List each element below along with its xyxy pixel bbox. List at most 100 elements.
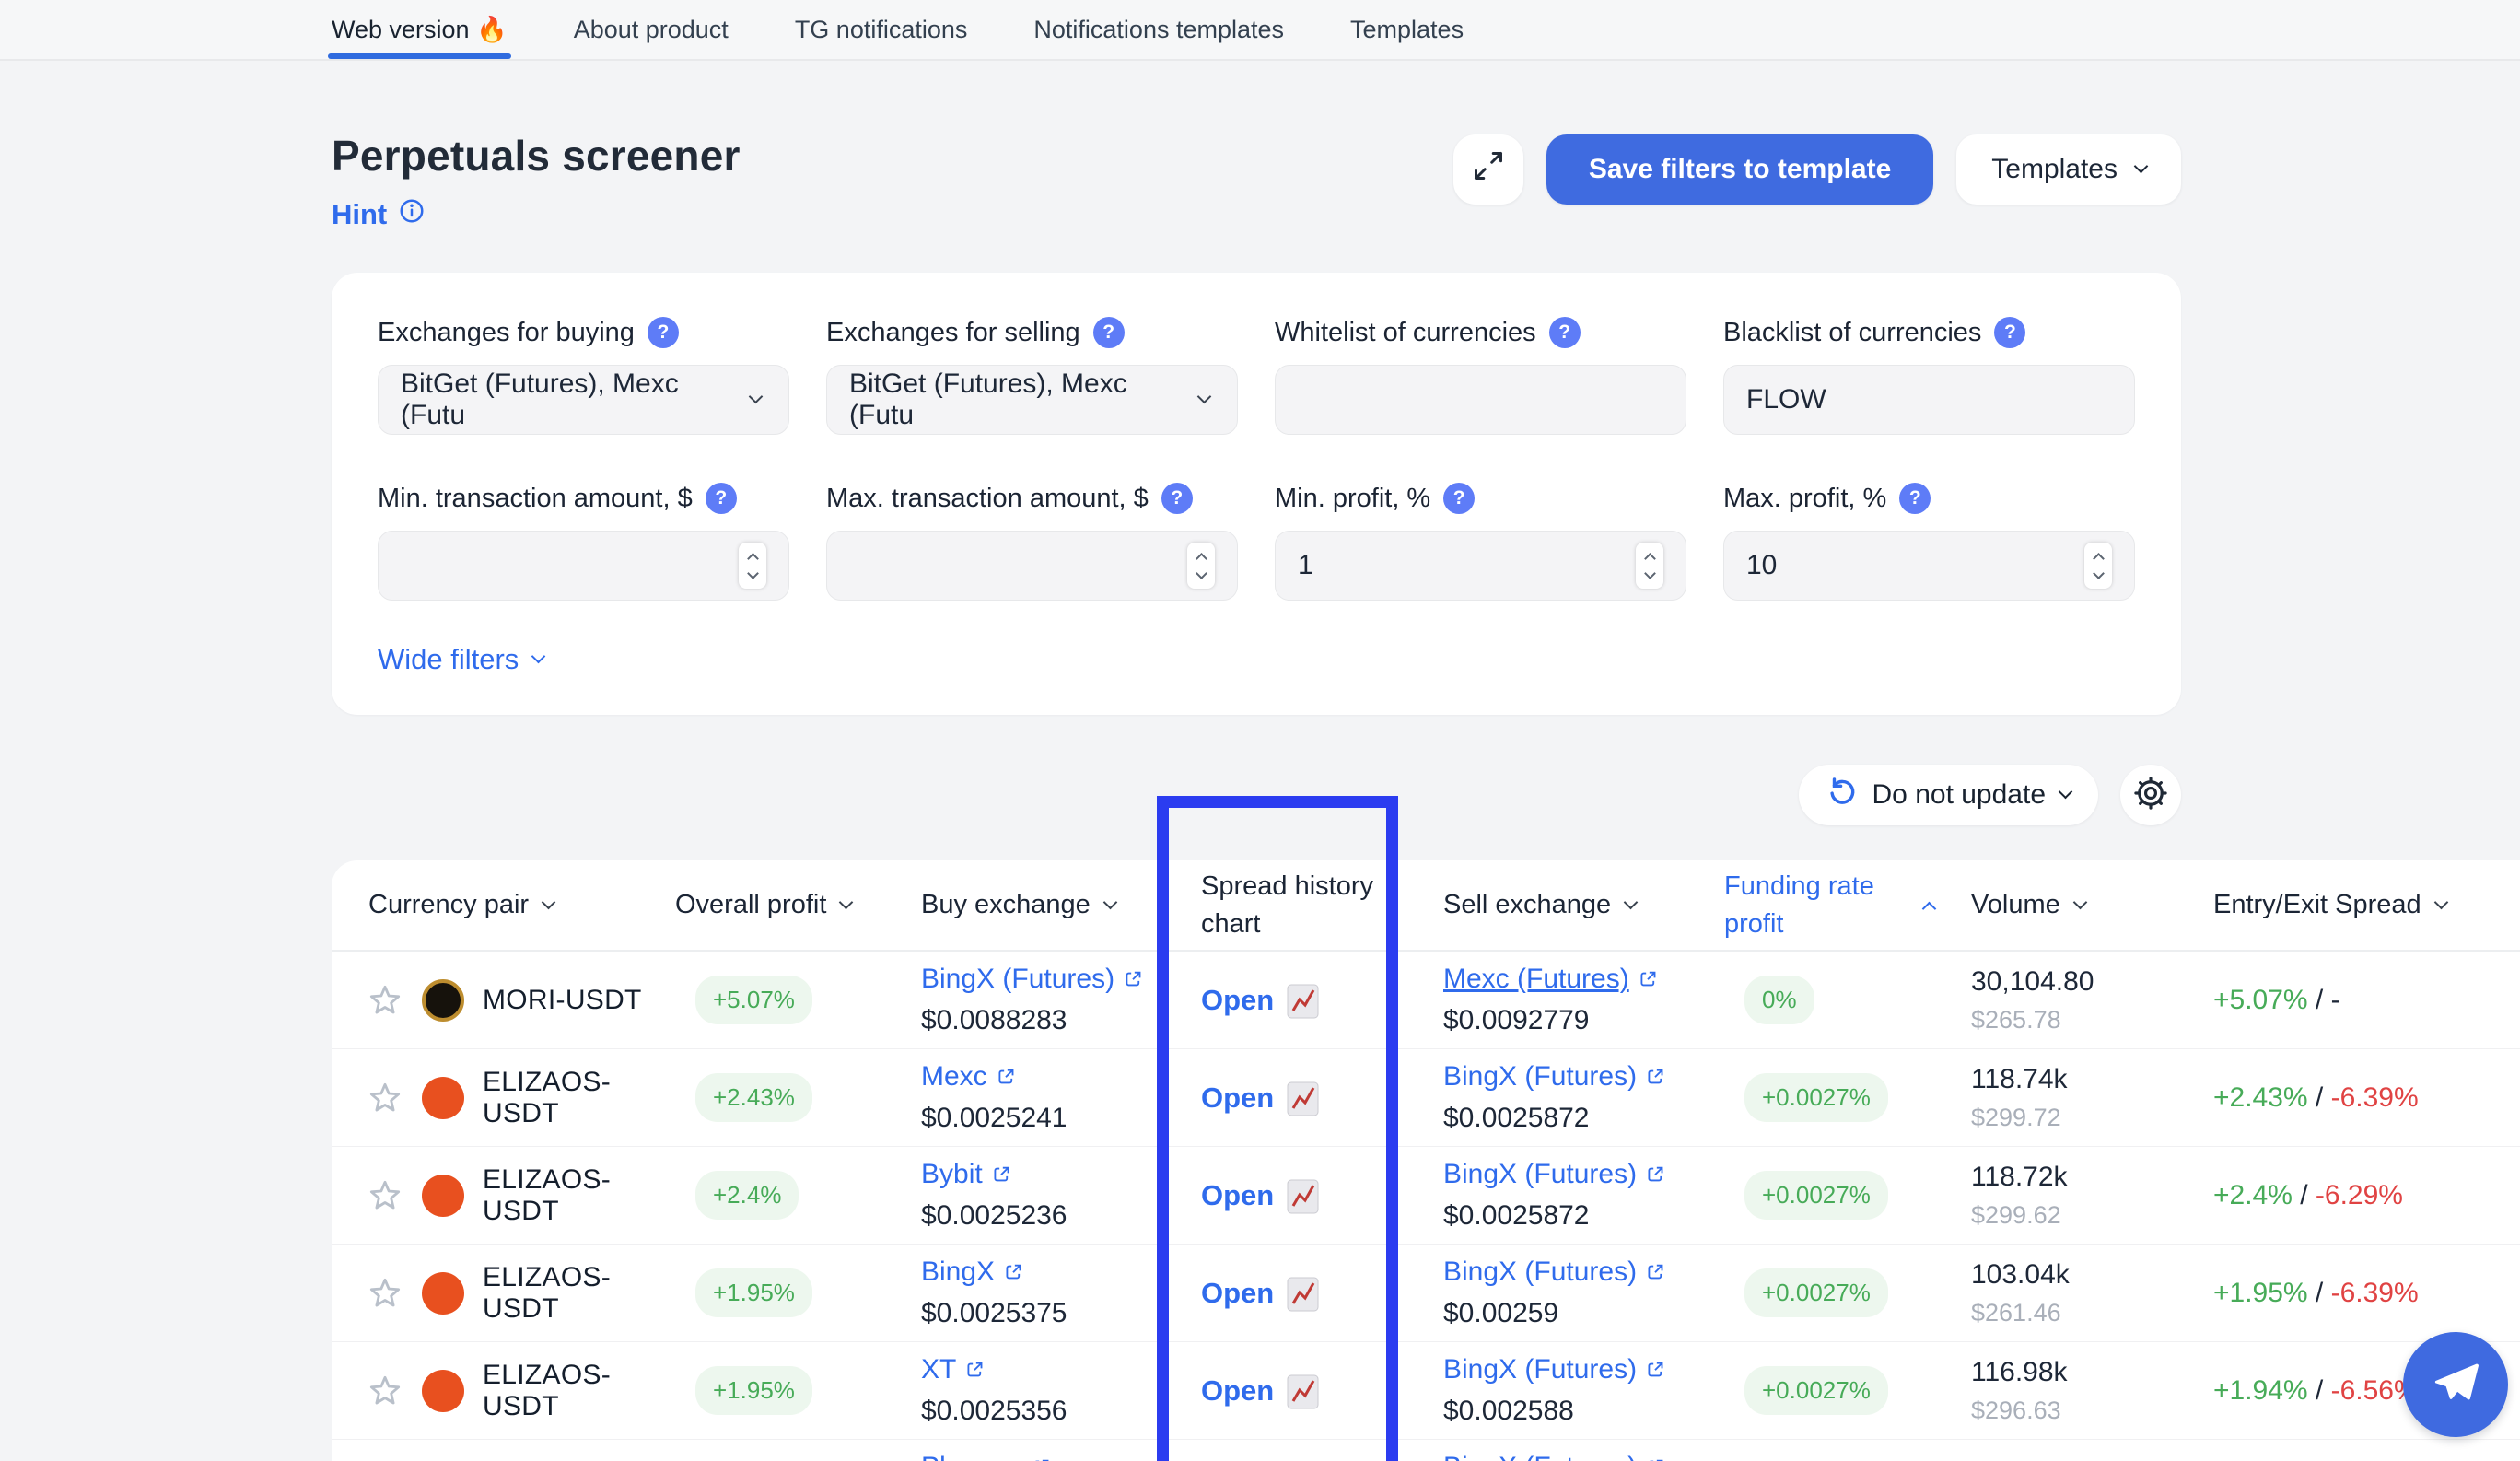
spread-chart-cell: Open [1201, 1275, 1443, 1312]
hint-label: Hint [332, 198, 388, 230]
sell-exchange-cell: BingX (Futures) $0.002588 [1443, 1354, 1724, 1427]
pair-label: ELIZAOS-USDT [483, 1457, 675, 1461]
filter-field-label-row: Blacklist of currencies [1723, 317, 2135, 348]
currency-pair-cell: ELIZAOS-USDT [332, 1164, 675, 1227]
hint-link[interactable]: Hint [332, 197, 426, 232]
funding-rate-badge: +0.0027% [1744, 1073, 1888, 1122]
number-stepper[interactable] [2084, 543, 2112, 589]
volume-usd: $299.72 [1971, 1103, 2061, 1131]
filter-input[interactable]: BitGet (Futures), Mexc (Futu [826, 365, 1238, 435]
header-actions: Save filters to template Templates [1452, 134, 2181, 205]
templates-button[interactable]: Templates [1956, 134, 2181, 205]
buy-exchange-cell: XT $0.0025356 [921, 1354, 1201, 1427]
favorite-star-icon[interactable] [367, 1373, 403, 1409]
buy-exchange-link[interactable]: Mexc [921, 1061, 1016, 1093]
favorite-star-icon[interactable] [367, 982, 403, 1019]
filter-input[interactable]: 10 [1723, 531, 2135, 601]
number-stepper[interactable] [739, 543, 766, 589]
pair-label: ELIZAOS-USDT [483, 1359, 612, 1421]
nav-tab[interactable]: Web version 🔥 [328, 0, 511, 59]
chevron-down-icon [748, 389, 764, 404]
buy-price: $0.0025236 [921, 1200, 1068, 1231]
open-chart-link[interactable]: Open [1201, 1080, 1443, 1116]
coin-icon [422, 978, 464, 1022]
nav-tab-label: About product [573, 15, 729, 43]
external-link-icon [1648, 1264, 1663, 1280]
number-stepper[interactable] [1636, 543, 1663, 589]
sell-exchange-link[interactable]: BingX (Futures) [1443, 1452, 1665, 1461]
buy-price: $0.0025241 [921, 1103, 1068, 1133]
overall-profit-cell: +1.95% [675, 1268, 921, 1317]
gear-icon [2131, 774, 2170, 817]
question-icon[interactable] [1443, 483, 1476, 514]
question-icon[interactable] [647, 317, 679, 348]
overall-profit-badge: +2.43% [695, 1073, 812, 1122]
question-icon[interactable] [1994, 317, 2026, 348]
volume-value: 116.98k [1971, 1356, 2068, 1387]
volume-value: 30,104.80 [1971, 965, 2094, 997]
buy-exchange-link[interactable]: Bybit [921, 1159, 1011, 1190]
column-overall-profit[interactable]: Overall profit [675, 890, 921, 920]
entry-spread: +1.94% [2213, 1374, 2308, 1406]
buy-exchange-link[interactable]: BingX (Futures) [921, 964, 1143, 995]
column-spread-history-chart: Spread history chart [1201, 871, 1373, 939]
favorite-star-icon[interactable] [367, 1080, 403, 1116]
volume-value: 118.72k [1971, 1161, 2068, 1192]
buy-exchange-link[interactable]: XT [921, 1354, 985, 1385]
filter-input[interactable]: BitGet (Futures), Mexc (Futu [378, 365, 789, 435]
expand-button[interactable] [1452, 134, 1523, 205]
filter-input[interactable] [826, 531, 1238, 601]
sell-exchange-link[interactable]: BingX (Futures) [1443, 1256, 1665, 1288]
filter-input[interactable] [378, 531, 789, 601]
buy-exchange-link[interactable]: Phemex [921, 1452, 1051, 1461]
volume-usd: $261.46 [1971, 1298, 2061, 1327]
column-sell-exchange[interactable]: Sell exchange [1443, 890, 1724, 920]
update-mode-dropdown[interactable]: Do not update [1798, 765, 2098, 825]
expand-icon [1472, 149, 1505, 190]
question-icon[interactable] [1548, 317, 1581, 348]
refresh-icon [1826, 776, 1858, 814]
top-nav: Web version 🔥 About product TG notificat… [0, 0, 2520, 61]
nav-tab[interactable]: Notifications templates [1033, 0, 1284, 59]
favorite-star-icon[interactable] [367, 1275, 403, 1312]
overall-profit-badge: +5.07% [695, 976, 812, 1024]
save-filters-button[interactable]: Save filters to template [1546, 134, 1934, 205]
filter-field: Min. profit, % 1 [1275, 483, 1686, 601]
open-chart-link[interactable]: Open [1201, 1373, 1443, 1409]
filter-input[interactable] [1275, 365, 1686, 435]
open-chart-link[interactable]: Open [1201, 982, 1443, 1019]
column-buy-exchange[interactable]: Buy exchange [921, 890, 1201, 920]
telegram-button[interactable] [2403, 1332, 2508, 1437]
filter-field-label-row: Exchanges for selling [826, 317, 1238, 348]
question-icon[interactable] [705, 483, 737, 514]
question-icon[interactable] [1092, 317, 1125, 348]
buy-exchange-link[interactable]: BingX [921, 1256, 1023, 1288]
open-chart-link[interactable]: Open [1201, 1275, 1443, 1312]
filter-input[interactable]: 1 [1275, 531, 1686, 601]
column-funding-rate-profit[interactable]: Funding rate profit [1724, 868, 1971, 942]
spread-separator: / [2292, 1179, 2316, 1210]
sell-exchange-link[interactable]: BingX (Futures) [1443, 1061, 1665, 1093]
table-row: ELIZAOS-USDT +1.95% XT $0.0025356 Open [332, 1342, 2520, 1440]
sell-exchange-link[interactable]: Mexc (Futures) [1443, 964, 1658, 995]
buy-exchange-name: BingX [921, 1256, 996, 1287]
settings-button[interactable] [2120, 765, 2181, 825]
column-currency-pair[interactable]: Currency pair [332, 890, 675, 920]
nav-tab[interactable]: Templates [1350, 0, 1464, 59]
sell-exchange-link[interactable]: BingX (Futures) [1443, 1159, 1665, 1190]
column-entry-exit-spread[interactable]: Entry/Exit Spread [2213, 890, 2520, 920]
filter-label: Exchanges for buying [378, 317, 635, 347]
nav-tab[interactable]: TG notifications [795, 0, 968, 59]
buy-exchange-name: Phemex [921, 1452, 1022, 1461]
sell-exchange-link[interactable]: BingX (Futures) [1443, 1354, 1665, 1385]
nav-tab[interactable]: About product [574, 0, 729, 59]
question-icon[interactable] [1161, 483, 1193, 514]
filter-input[interactable]: FLOW [1723, 365, 2135, 435]
coin-icon [422, 1271, 464, 1315]
question-icon[interactable] [1899, 483, 1931, 514]
wide-filters-toggle[interactable]: Wide filters [378, 643, 546, 676]
favorite-star-icon[interactable] [367, 1177, 403, 1214]
open-chart-link[interactable]: Open [1201, 1177, 1443, 1214]
number-stepper[interactable] [1187, 543, 1215, 589]
column-volume[interactable]: Volume [1971, 890, 2213, 920]
